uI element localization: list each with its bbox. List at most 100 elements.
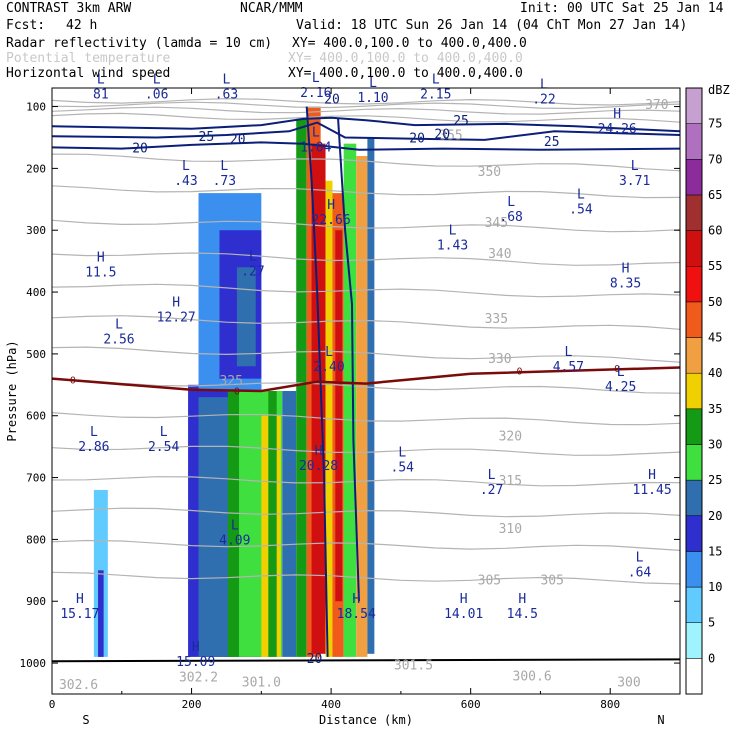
x-tick-label: 400 bbox=[321, 698, 341, 711]
extremum-value: 15.09 bbox=[176, 655, 215, 670]
extremum-value: 2.86 bbox=[78, 440, 109, 455]
extremum-type: L bbox=[97, 72, 105, 87]
colorbar-frame bbox=[685, 87, 703, 695]
extremum-marker: H11.45 bbox=[633, 468, 672, 498]
reflectivity-cell bbox=[296, 118, 307, 657]
extremum-marker: H22.66 bbox=[312, 198, 351, 228]
isotherm-label: 0 bbox=[516, 367, 522, 378]
surface-line bbox=[52, 658, 680, 663]
reflectivity-cell bbox=[356, 156, 368, 657]
extremum-type: H bbox=[327, 198, 335, 213]
extremum-marker: H14.01 bbox=[444, 592, 483, 622]
extremum-marker: H15.09 bbox=[176, 640, 215, 670]
extremum-value: .27 bbox=[480, 483, 503, 498]
extremum-marker: L2.86 bbox=[78, 425, 109, 455]
extremum-type: L bbox=[90, 425, 98, 440]
forecast-hour: 42 h bbox=[66, 18, 98, 33]
isentrope-label: 305 bbox=[540, 574, 563, 589]
extremum-type: L bbox=[220, 159, 228, 174]
y-tick-label: 100 bbox=[26, 101, 46, 114]
isentrope-line bbox=[52, 106, 680, 115]
colorbar-swatch bbox=[685, 551, 703, 588]
extremum-value: .64 bbox=[628, 565, 652, 580]
extremum-type: L bbox=[540, 77, 548, 92]
y-tick-label: 200 bbox=[26, 162, 46, 175]
reflectivity-cell bbox=[311, 143, 326, 654]
reflectivity-cell bbox=[335, 230, 343, 602]
extremum-type: L bbox=[160, 425, 168, 440]
extremum-marker: L.27 bbox=[241, 249, 264, 279]
x-tick-label: 800 bbox=[600, 698, 620, 711]
colorbar-tick-label: 55 bbox=[708, 259, 722, 273]
field-xy: XY= 400.0,100.0 to 400.0,400.0 bbox=[288, 66, 523, 81]
init-time: Init: 00 UTC Sat 25 Jan 14 bbox=[520, 1, 724, 16]
extremum-type: H bbox=[460, 592, 468, 607]
extremum-type: L bbox=[636, 550, 644, 565]
extremum-type: H bbox=[518, 592, 526, 607]
colorbar-tick-label: 65 bbox=[708, 188, 722, 202]
field-name: Potential temperature bbox=[6, 51, 171, 66]
reflectivity-cell bbox=[227, 391, 240, 657]
extremum-marker: L.43 bbox=[174, 159, 197, 189]
wind-contour-label: 20 bbox=[230, 133, 246, 148]
wind-contour-label: 20 bbox=[434, 128, 450, 143]
extremum-value: .43 bbox=[174, 174, 197, 189]
y-tick-label: 700 bbox=[26, 472, 46, 485]
colorbar-swatch bbox=[685, 658, 703, 695]
extremum-type: L bbox=[325, 345, 333, 360]
extremum-marker: L.06 bbox=[145, 72, 168, 102]
isentrope-line bbox=[52, 101, 680, 110]
colorbar-tick-label: 30 bbox=[708, 437, 722, 451]
valid-time: Valid: 18 UTC Sun 26 Jan 14 (04 ChT Mon … bbox=[296, 18, 688, 33]
extremum-value: 14.01 bbox=[444, 607, 483, 622]
extremum-marker: L.54 bbox=[569, 187, 593, 217]
wind-speed-contour bbox=[305, 106, 329, 657]
extremum-type: H bbox=[352, 592, 360, 607]
isentrope-line bbox=[52, 112, 680, 123]
extremum-type: H bbox=[76, 592, 84, 607]
y-tick-label: 600 bbox=[26, 410, 46, 423]
extremum-type: L bbox=[223, 72, 231, 87]
colorbar-tick-label: 70 bbox=[708, 152, 722, 166]
extremum-value: 22.66 bbox=[312, 213, 351, 228]
isentrope-label: 330 bbox=[488, 352, 511, 367]
isotherm-label: 0 bbox=[614, 364, 620, 375]
extremum-type: H bbox=[648, 468, 656, 483]
extremum-type: L bbox=[182, 159, 190, 174]
colorbar-swatch bbox=[685, 479, 703, 517]
extremum-type: L bbox=[564, 345, 572, 360]
reflectivity-cell bbox=[236, 267, 256, 367]
extremum-type: L bbox=[398, 445, 406, 460]
isentrope-label: 305 bbox=[478, 574, 501, 589]
isentrope-label: 301.0 bbox=[242, 676, 281, 691]
colorbar-tick-label: 20 bbox=[708, 509, 722, 523]
extremum-type: L bbox=[488, 468, 496, 483]
extremum-marker: L2.56 bbox=[103, 317, 134, 347]
field-xy: XY= 400.0,100.0 to 400.0,400.0 bbox=[288, 51, 523, 66]
extremum-marker: L4.25 bbox=[605, 365, 636, 395]
wind-speed-contour bbox=[337, 118, 360, 602]
extremum-marker: L4.57 bbox=[553, 345, 584, 375]
wind-contour-label: 25 bbox=[453, 114, 469, 129]
extremum-marker: H24.26 bbox=[598, 107, 637, 137]
isentrope-line bbox=[52, 219, 680, 233]
colorbar-swatch bbox=[685, 265, 703, 303]
wind-contour-label: 20 bbox=[132, 141, 148, 156]
reflectivity-cell bbox=[367, 137, 375, 654]
extremum-marker: L.27 bbox=[480, 468, 503, 498]
colorbar-tick-label: 40 bbox=[708, 366, 722, 380]
extremum-type: L bbox=[432, 72, 440, 87]
extremum-value: 2.56 bbox=[103, 332, 134, 347]
extremum-type: H bbox=[622, 262, 630, 277]
extremum-marker: H11.5 bbox=[85, 251, 116, 281]
y-tick-label: 900 bbox=[26, 595, 46, 608]
colorbar-swatch bbox=[685, 372, 703, 410]
wind-contour-label: 25 bbox=[199, 130, 215, 145]
colorbar-swatch bbox=[685, 622, 703, 659]
extremum-type: L bbox=[577, 187, 585, 202]
extremum-type: L bbox=[312, 126, 320, 141]
isentrope-label: 345 bbox=[485, 216, 508, 231]
extremum-type: L bbox=[249, 249, 257, 264]
colorbar-swatch bbox=[685, 515, 703, 552]
